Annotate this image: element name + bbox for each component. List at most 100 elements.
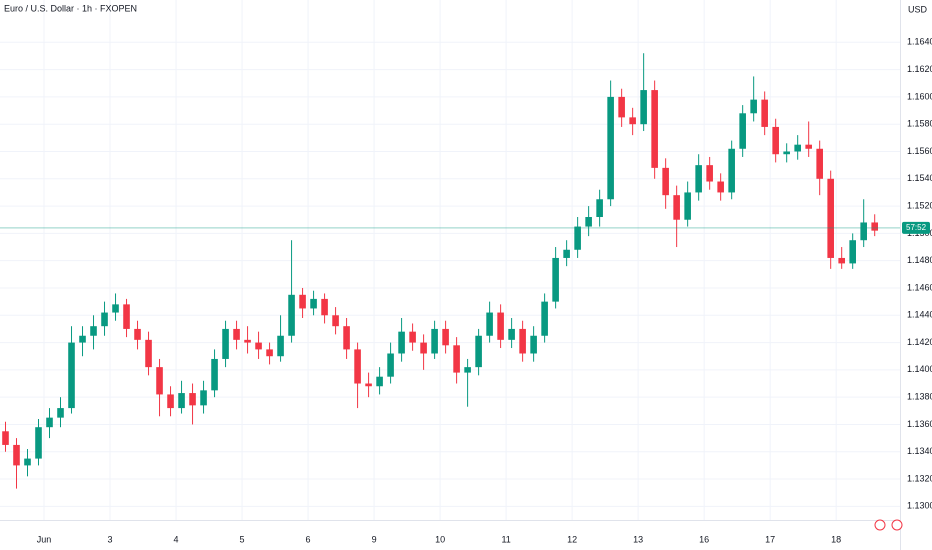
candle-body bbox=[200, 390, 207, 406]
candle-body bbox=[79, 335, 86, 343]
candle-body bbox=[365, 383, 372, 387]
currency-label: USD bbox=[908, 4, 928, 14]
candle-body bbox=[849, 240, 856, 264]
candle-body bbox=[343, 326, 350, 350]
candle-body bbox=[167, 394, 174, 409]
price-tag bbox=[902, 221, 930, 234]
candle-body bbox=[530, 335, 537, 354]
y-tick-label: 1.13600 bbox=[907, 419, 932, 429]
candle-body bbox=[651, 90, 658, 168]
candle-body bbox=[695, 165, 702, 193]
candle-body bbox=[596, 199, 603, 218]
candle-body bbox=[497, 312, 504, 340]
x-tick-label: 4 bbox=[174, 534, 179, 544]
candle-body bbox=[376, 376, 383, 387]
candle-body bbox=[299, 294, 306, 309]
candle-body bbox=[838, 257, 845, 264]
candle-body bbox=[662, 167, 669, 196]
candle-body bbox=[68, 342, 75, 409]
candle-body bbox=[13, 444, 20, 466]
x-tick-label: 10 bbox=[435, 534, 445, 544]
candle-body bbox=[398, 331, 405, 354]
candle-body bbox=[739, 113, 746, 149]
candle-body bbox=[794, 144, 801, 152]
candle-body bbox=[552, 257, 559, 302]
chart-title: Euro / U.S. Dollar · 1h · FXOPEN bbox=[4, 3, 137, 13]
candle-body bbox=[321, 298, 328, 316]
candle-body bbox=[123, 304, 130, 329]
y-tick-label: 1.15200 bbox=[907, 200, 932, 210]
candle-body bbox=[178, 393, 185, 409]
event-icon[interactable] bbox=[874, 519, 886, 531]
candle-body bbox=[2, 431, 9, 445]
candle-body bbox=[673, 195, 680, 220]
x-tick-label: 5 bbox=[240, 534, 245, 544]
candle-body bbox=[134, 328, 141, 340]
candle-body bbox=[255, 342, 262, 350]
x-tick-label: 12 bbox=[567, 534, 577, 544]
candle-body bbox=[431, 328, 438, 354]
candle-body bbox=[750, 99, 757, 114]
y-tick-label: 1.15600 bbox=[907, 146, 932, 156]
y-tick-label: 1.14200 bbox=[907, 337, 932, 347]
candle-body bbox=[519, 328, 526, 354]
candle-body bbox=[607, 96, 614, 200]
candle-body bbox=[453, 345, 460, 373]
y-tick-label: 1.16400 bbox=[907, 37, 932, 47]
candle-body bbox=[541, 301, 548, 336]
y-tick-label: 1.13000 bbox=[907, 501, 932, 511]
candle-body bbox=[475, 335, 482, 368]
candle-body bbox=[640, 90, 647, 125]
candle-body bbox=[563, 249, 570, 258]
y-tick-label: 1.16200 bbox=[907, 64, 932, 74]
y-tick-label: 1.14000 bbox=[907, 364, 932, 374]
candle-body bbox=[508, 328, 515, 340]
x-tick-label: 3 bbox=[108, 534, 113, 544]
y-tick-label: 1.13200 bbox=[907, 473, 932, 483]
candle-body bbox=[156, 367, 163, 395]
candle-body bbox=[387, 353, 394, 377]
x-tick-label: 18 bbox=[831, 534, 841, 544]
candle-body bbox=[684, 192, 691, 220]
event-icons[interactable] bbox=[874, 519, 903, 531]
candle-body bbox=[486, 312, 493, 336]
candle-body bbox=[354, 349, 361, 384]
x-tick-label: Jun bbox=[37, 534, 52, 544]
y-tick-label: 1.14400 bbox=[907, 310, 932, 320]
candle-body bbox=[277, 335, 284, 357]
candle-body bbox=[90, 326, 97, 336]
candle-body bbox=[101, 312, 108, 327]
price-tag-text: 57:52 bbox=[906, 223, 927, 232]
y-tick-label: 1.14600 bbox=[907, 282, 932, 292]
x-tick-label: 11 bbox=[501, 534, 510, 544]
event-icon[interactable] bbox=[891, 519, 903, 531]
y-tick-label: 1.16000 bbox=[907, 91, 932, 101]
candle-body bbox=[772, 126, 779, 155]
candle-body bbox=[145, 339, 152, 368]
candle-body bbox=[728, 148, 735, 193]
candle-body bbox=[816, 148, 823, 179]
x-tick-label: 9 bbox=[372, 534, 377, 544]
candle-body bbox=[310, 298, 317, 309]
candle-body bbox=[112, 304, 119, 313]
candle-body bbox=[706, 165, 713, 182]
candle-body bbox=[35, 427, 42, 459]
candle-body bbox=[420, 342, 427, 354]
candle-body bbox=[222, 328, 229, 359]
candle-body bbox=[618, 96, 625, 118]
candle-body bbox=[332, 315, 339, 327]
candle-body bbox=[629, 117, 636, 125]
candle-body bbox=[266, 349, 273, 357]
candle-body bbox=[805, 144, 812, 149]
y-tick-label: 1.15400 bbox=[907, 173, 932, 183]
candle-body bbox=[827, 178, 834, 258]
candle-body bbox=[288, 294, 295, 336]
candle-body bbox=[409, 331, 416, 343]
candle-body bbox=[717, 181, 724, 193]
y-tick-label: 1.14800 bbox=[907, 255, 932, 265]
candle-body bbox=[574, 226, 581, 250]
candle-body bbox=[585, 217, 592, 227]
candle-body bbox=[46, 417, 53, 428]
candle-body bbox=[244, 339, 251, 343]
